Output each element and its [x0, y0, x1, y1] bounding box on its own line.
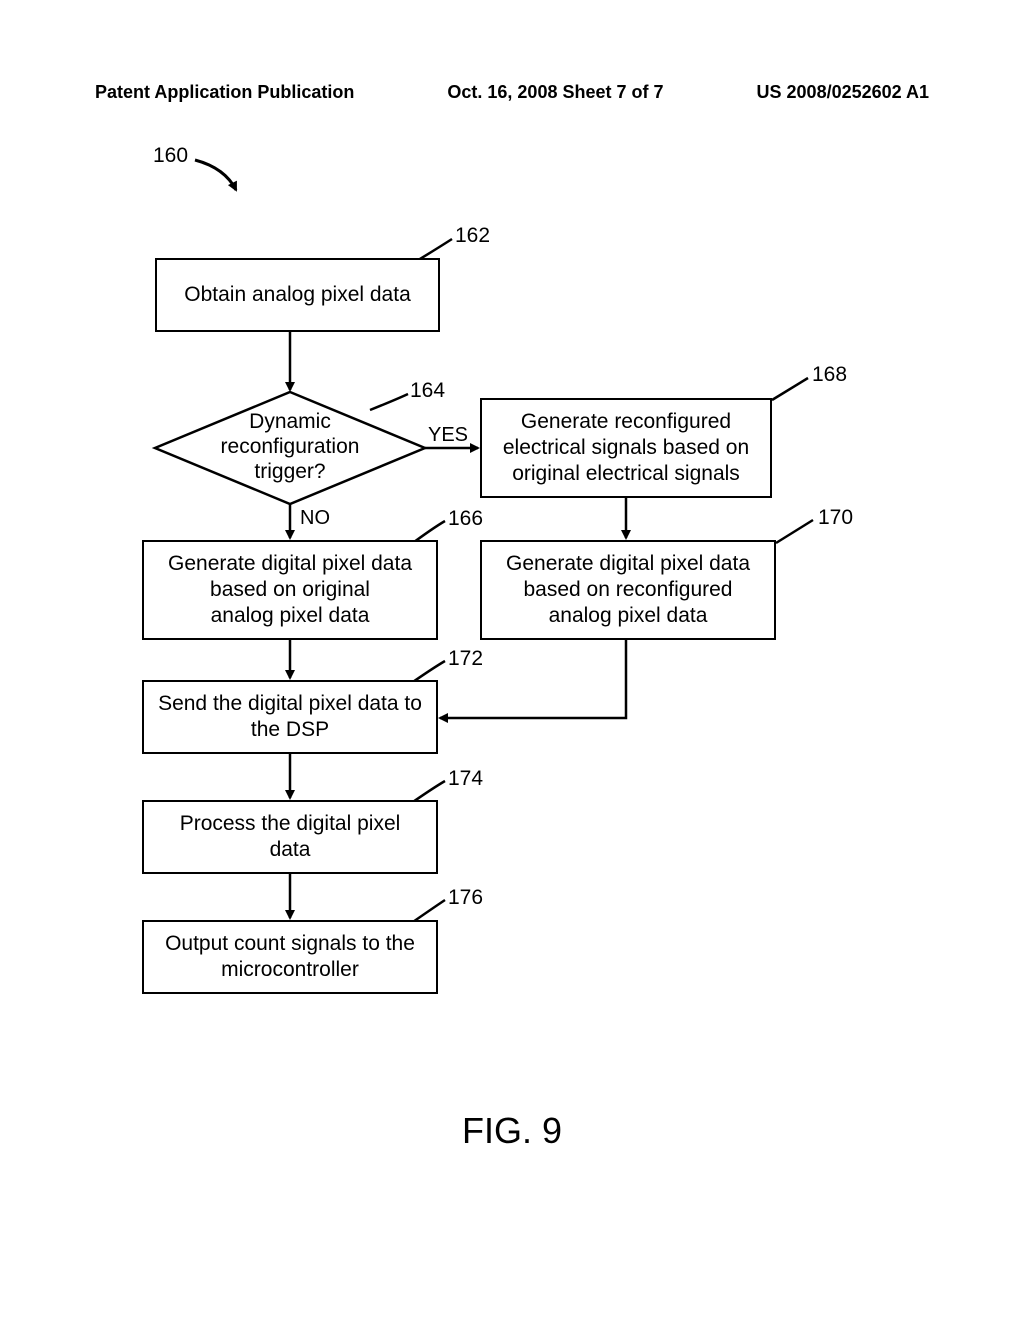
ref-170: 170 [818, 507, 853, 528]
ref-164: 164 [410, 380, 445, 401]
node-send-dsp: Send the digital pixel data to the DSP [142, 680, 438, 754]
ref-162: 162 [455, 225, 490, 246]
node-generate-digital-reconfigured: Generate digital pixel data based on rec… [480, 540, 776, 640]
node-text: Output count signals to the microcontrol… [165, 931, 415, 984]
node-text: Send the digital pixel data to the DSP [158, 691, 422, 744]
ref-176: 176 [448, 887, 483, 908]
node-text: Generate digital pixel data based on ori… [168, 551, 412, 630]
ref-172: 172 [448, 648, 483, 669]
edge-no: NO [300, 507, 330, 530]
node-text: Generate digital pixel data based on rec… [506, 551, 750, 630]
node-output: Output count signals to the microcontrol… [142, 920, 438, 994]
node-decision-text: Dynamic reconfiguration trigger? [190, 410, 390, 484]
node-process: Process the digital pixel data [142, 800, 438, 874]
edge-yes: YES [428, 424, 468, 447]
node-text: Generate reconfigured electrical signals… [503, 409, 749, 488]
flowchart: Obtain analog pixel data Dynamic reconfi… [0, 0, 1024, 1320]
node-text: Obtain analog pixel data [184, 282, 411, 308]
figure-label: FIG. 9 [0, 1110, 1024, 1152]
ref-168: 168 [812, 364, 847, 385]
ref-166: 166 [448, 508, 483, 529]
node-generate-reconfigured-signals: Generate reconfigured electrical signals… [480, 398, 772, 498]
node-generate-digital-original: Generate digital pixel data based on ori… [142, 540, 438, 640]
ref-174: 174 [448, 768, 483, 789]
ref-160: 160 [153, 145, 188, 166]
node-obtain-analog: Obtain analog pixel data [155, 258, 440, 332]
node-text: Process the digital pixel data [180, 811, 401, 864]
